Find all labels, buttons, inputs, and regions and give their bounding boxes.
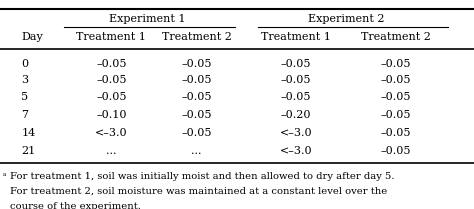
Text: –0.05: –0.05: [381, 59, 411, 69]
Text: <–3.0: <–3.0: [95, 128, 128, 138]
Text: –0.05: –0.05: [96, 75, 127, 85]
Text: For treatment 1, soil was initially moist and then allowed to dry after day 5.: For treatment 1, soil was initially mois…: [10, 172, 395, 181]
Text: 0: 0: [21, 59, 28, 69]
Text: Treatment 2: Treatment 2: [162, 32, 232, 42]
Text: <–3.0: <–3.0: [280, 146, 312, 156]
Text: –0.05: –0.05: [182, 92, 212, 102]
Text: ᵃ: ᵃ: [2, 172, 6, 181]
Text: –0.05: –0.05: [381, 92, 411, 102]
Text: ...: ...: [191, 146, 202, 156]
Text: 14: 14: [21, 128, 36, 138]
Text: –0.05: –0.05: [182, 128, 212, 138]
Text: –0.05: –0.05: [281, 75, 311, 85]
Text: course of the experiment.: course of the experiment.: [10, 202, 141, 209]
Text: –0.05: –0.05: [182, 75, 212, 85]
Text: Treatment 1: Treatment 1: [76, 32, 146, 42]
Text: 3: 3: [21, 75, 28, 85]
Text: –0.05: –0.05: [381, 128, 411, 138]
Text: Experiment 1: Experiment 1: [109, 14, 185, 24]
Text: 5: 5: [21, 92, 28, 102]
Text: –0.05: –0.05: [381, 110, 411, 120]
Text: –0.05: –0.05: [182, 59, 212, 69]
Text: Treatment 1: Treatment 1: [261, 32, 331, 42]
Text: –0.05: –0.05: [281, 92, 311, 102]
Text: –0.05: –0.05: [96, 59, 127, 69]
Text: –0.10: –0.10: [96, 110, 127, 120]
Text: –0.05: –0.05: [96, 92, 127, 102]
Text: 7: 7: [21, 110, 28, 120]
Text: For treatment 2, soil moisture was maintained at a constant level over the: For treatment 2, soil moisture was maint…: [10, 187, 388, 196]
Text: –0.05: –0.05: [381, 75, 411, 85]
Text: Treatment 2: Treatment 2: [361, 32, 431, 42]
Text: –0.05: –0.05: [182, 110, 212, 120]
Text: Experiment 2: Experiment 2: [308, 14, 384, 24]
Text: 21: 21: [21, 146, 36, 156]
Text: <–3.0: <–3.0: [280, 128, 312, 138]
Text: –0.05: –0.05: [281, 59, 311, 69]
Text: Day: Day: [21, 32, 43, 42]
Text: ...: ...: [106, 146, 117, 156]
Text: –0.20: –0.20: [281, 110, 311, 120]
Text: –0.05: –0.05: [381, 146, 411, 156]
